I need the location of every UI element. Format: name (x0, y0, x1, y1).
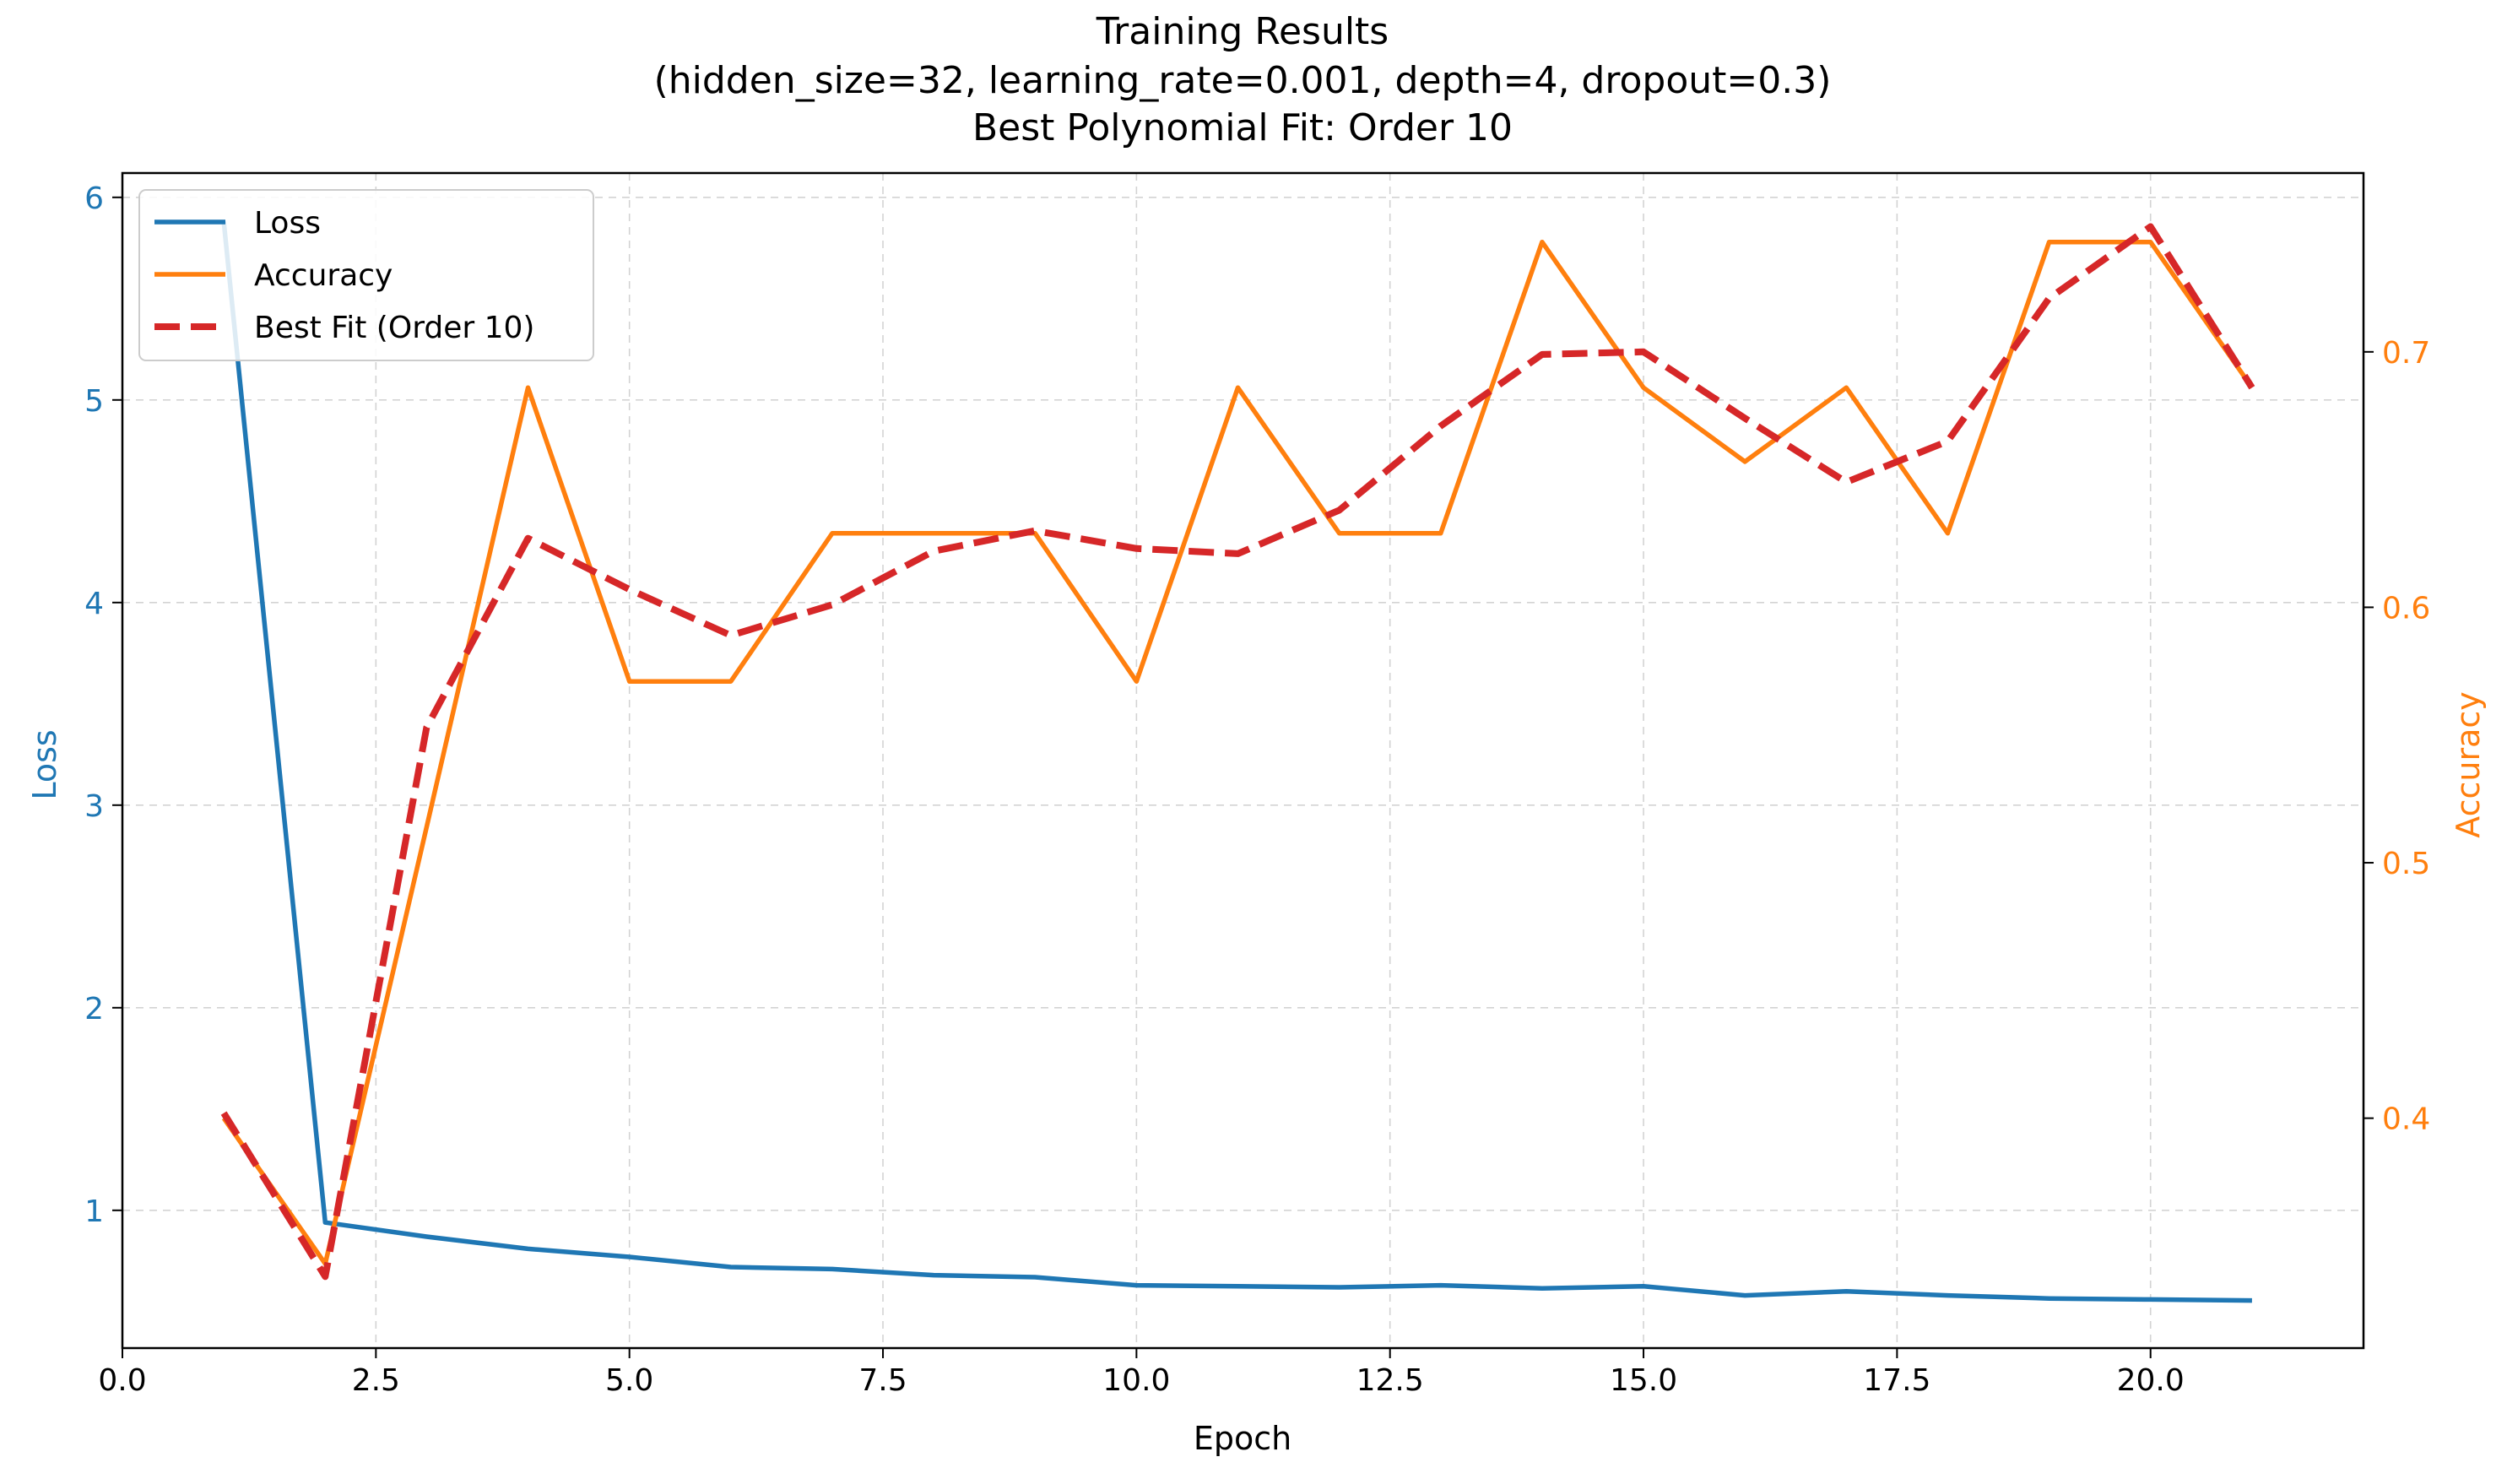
y-left-tick-label: 3 (84, 789, 104, 824)
y-left-tick-label: 4 (84, 587, 104, 621)
y-axis-right-label: Accuracy (2450, 691, 2487, 838)
y-left-tick-label: 5 (84, 384, 104, 419)
y-right-tick-label: 0.7 (2382, 336, 2430, 371)
series-line-accuracy (221, 239, 2255, 1266)
y-left-tick-label: 6 (84, 181, 104, 216)
legend-label: Best Fit (Order 10) (254, 311, 534, 345)
series-line-best-fit-order-10 (220, 223, 2255, 1281)
title-line-3: Best Polynomial Fit: Order 10 (972, 106, 1513, 149)
y-right-tick-label: 0.6 (2382, 591, 2430, 626)
x-axis-label: Epoch (1194, 1420, 1291, 1457)
y-right-tick-label: 0.5 (2382, 847, 2430, 881)
series-line-loss (221, 221, 2252, 1303)
y-axis-right: 0.4 0.5 0.6 0.7 (2364, 336, 2430, 1137)
y-axis-left: 1 2 3 4 5 6 (84, 181, 122, 1229)
x-tick-label: 15.0 (1610, 1363, 1677, 1398)
x-tick-label: 2.5 (352, 1363, 400, 1398)
title-line-2: (hidden_size=32, learning_rate=0.001, de… (654, 59, 1832, 102)
grid-lines (122, 173, 2364, 1348)
legend-label: Loss (254, 206, 321, 241)
x-axis: 0.0 2.5 5.0 7.5 10.0 12.5 15.0 17.5 20.0 (98, 1348, 2185, 1398)
x-tick-label: 7.5 (858, 1363, 907, 1398)
chart-title: Training Results (hidden_size=32, learni… (654, 10, 1832, 149)
legend-label: Accuracy (254, 258, 393, 293)
y-right-tick-label: 0.4 (2382, 1102, 2430, 1137)
x-tick-label: 0.0 (98, 1363, 146, 1398)
x-tick-label: 5.0 (605, 1363, 653, 1398)
legend: Loss Accuracy Best Fit (Order 10) (138, 189, 594, 361)
x-tick-label: 17.5 (1863, 1363, 1930, 1398)
plot-frame (121, 171, 2365, 1350)
legend-box (138, 189, 594, 361)
title-line-1: Training Results (1096, 10, 1389, 53)
series-lines (220, 221, 2255, 1303)
y-axis-left-label: Loss (26, 729, 63, 799)
y-left-tick-label: 2 (84, 992, 104, 1026)
y-left-tick-label: 1 (84, 1194, 104, 1229)
x-tick-label: 20.0 (2117, 1363, 2185, 1398)
x-tick-label: 10.0 (1102, 1363, 1170, 1398)
x-tick-label: 12.5 (1356, 1363, 1424, 1398)
